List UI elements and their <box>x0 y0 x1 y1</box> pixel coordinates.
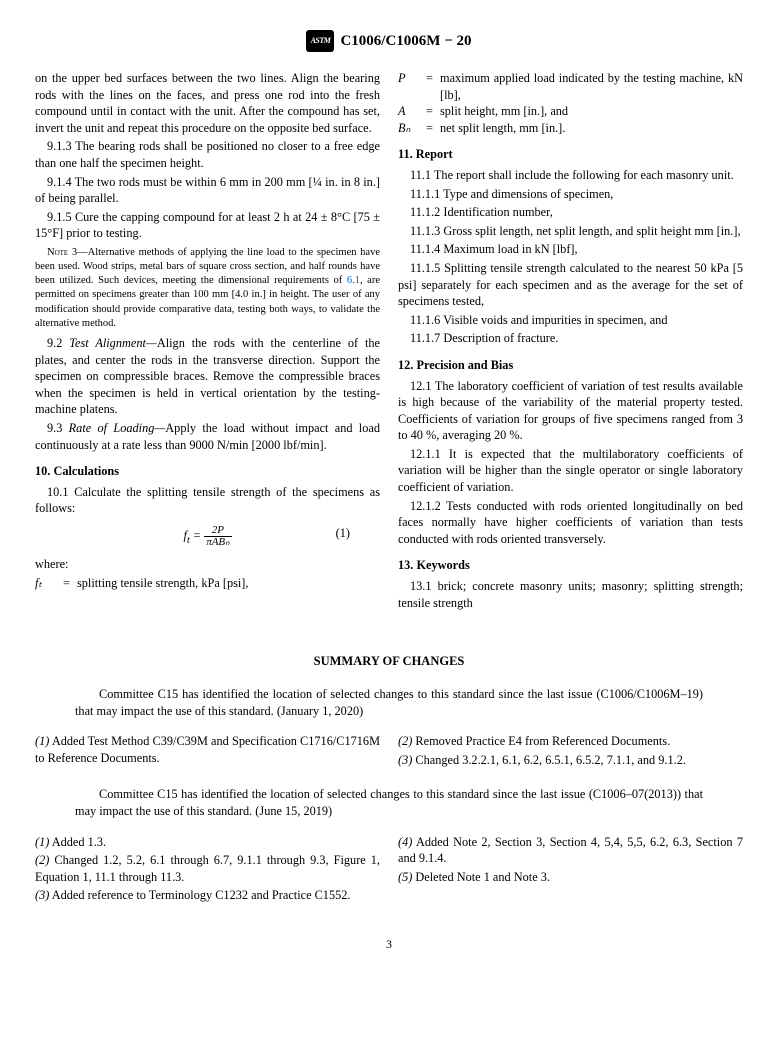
change-2019-4: (4) Added Note 2, Section 3, Section 4, … <box>398 834 743 867</box>
change-2020-1: (1) Added Test Method C39/C39M and Speci… <box>35 733 380 766</box>
section-13-head: 13. Keywords <box>398 557 743 574</box>
para-11-1-6: 11.1.6 Visible voids and impurities in s… <box>398 312 743 329</box>
para-9-3-num: 9.3 <box>47 421 69 435</box>
para-9-1-5: 9.1.5 Cure the capping compound for at l… <box>35 209 380 242</box>
where-a-sym: A <box>398 103 426 120</box>
where-p-sym: P <box>398 70 426 103</box>
eq-denominator: πABₙ <box>204 537 231 548</box>
change-2019-1: (1) Added 1.3. <box>35 834 380 851</box>
where-p: P = maximum applied load indicated by th… <box>398 70 743 103</box>
para-9-3: 9.3 Rate of Loading—Apply the load witho… <box>35 420 380 453</box>
summary-of-changes-title: SUMMARY OF CHANGES <box>35 653 743 670</box>
summary-row-1: (1) Added Test Method C39/C39M and Speci… <box>35 733 743 770</box>
change-2019-3: (3) Added reference to Terminology C1232… <box>35 887 380 904</box>
note-3-text-a: Alternative methods of applying the line… <box>35 247 380 286</box>
note-3: Note 3—Alternative methods of applying t… <box>35 246 380 331</box>
change-2019-1-text: Added 1.3. <box>49 835 106 849</box>
note-3-link[interactable]: 6.1 <box>347 275 360 286</box>
para-12-1-1: 12.1.1 It is expected that the multilabo… <box>398 446 743 496</box>
change-2019-4-text: Added Note 2, Section 3, Section 4, 5,4,… <box>398 835 743 866</box>
change-2019-2: (2) Changed 1.2, 5.2, 6.1 through 6.7, 9… <box>35 852 380 885</box>
where-bn: Bₙ = net split length, mm [in.]. <box>398 120 743 137</box>
section-10-head: 10. Calculations <box>35 463 380 480</box>
change-2019-2-num: (2) <box>35 853 49 867</box>
summary-intro-1: Committee C15 has identified the locatio… <box>75 686 703 719</box>
para-9-2-title: Test Alignment— <box>69 336 157 350</box>
where-p-def: maximum applied load indicated by the te… <box>440 70 743 103</box>
summary-row-2: (1) Added 1.3. (2) Changed 1.2, 5.2, 6.1… <box>35 834 743 906</box>
para-11-1-3: 11.1.3 Gross split length, net split len… <box>398 223 743 240</box>
body-columns: on the upper bed surfaces between the tw… <box>35 70 743 613</box>
para-12-1: 12.1 The laboratory coefficient of varia… <box>398 378 743 444</box>
para-11-1-1: 11.1.1 Type and dimensions of specimen, <box>398 186 743 203</box>
para-9-2-num: 9.2 <box>47 336 69 350</box>
change-2020-3-num: (3) <box>398 753 412 767</box>
para-11-1: 11.1 The report shall include the follow… <box>398 167 743 184</box>
para-11-1-7: 11.1.7 Description of fracture. <box>398 330 743 347</box>
change-2019-5-num: (5) <box>398 870 412 884</box>
change-2020-3-text: Changed 3.2.2.1, 6.1, 6.2, 6.5.1, 6.5.2,… <box>412 753 686 767</box>
where-a-def: split height, mm [in.], and <box>440 103 743 120</box>
change-2019-1-num: (1) <box>35 835 49 849</box>
where-label: where: <box>35 556 380 573</box>
where-a: A = split height, mm [in.], and <box>398 103 743 120</box>
para-10-1: 10.1 Calculate the splitting tensile str… <box>35 484 380 517</box>
where-bn-sym: Bₙ <box>398 120 426 137</box>
change-2020-2: (2) Removed Practice E4 from Referenced … <box>398 733 743 750</box>
page-header: ASTM C1006/C1006M − 20 <box>35 30 743 52</box>
para-9-2: 9.2 Test Alignment—Align the rods with t… <box>35 335 380 418</box>
section-12-head: 12. Precision and Bias <box>398 357 743 374</box>
para-11-1-2: 11.1.2 Identification number, <box>398 204 743 221</box>
note-3-label: Note 3— <box>47 247 88 258</box>
where-ft-sym: fₜ <box>35 575 63 592</box>
page-number: 3 <box>35 936 743 952</box>
where-ft-def: splitting tensile strength, kPa [psi], <box>77 575 380 592</box>
para-9-1-4: 9.1.4 The two rods must be within 6 mm i… <box>35 174 380 207</box>
where-a-eq: = <box>426 103 440 120</box>
change-2019-2-text: Changed 1.2, 5.2, 6.1 through 6.7, 9.1.1… <box>35 853 380 884</box>
para-11-1-4: 11.1.4 Maximum load in kN [lbf], <box>398 241 743 258</box>
where-p-eq: = <box>426 70 440 103</box>
para-9-1-2-cont: on the upper bed surfaces between the tw… <box>35 70 380 136</box>
para-13-1: 13.1 brick; concrete masonry units; maso… <box>398 578 743 611</box>
para-9-1-3: 9.1.3 The bearing rods shall be position… <box>35 138 380 171</box>
section-11-head: 11. Report <box>398 146 743 163</box>
where-bn-def: net split length, mm [in.]. <box>440 120 743 137</box>
change-2019-5: (5) Deleted Note 1 and Note 3. <box>398 869 743 886</box>
para-12-1-2: 12.1.2 Tests conducted with rods oriente… <box>398 498 743 548</box>
change-2020-2-num: (2) <box>398 734 412 748</box>
change-2020-1-num: (1) <box>35 734 49 748</box>
para-9-3-title: Rate of Loading— <box>69 421 166 435</box>
astm-logo-icon: ASTM <box>306 30 334 52</box>
eq-fraction: 2PπABₙ <box>204 525 231 548</box>
change-2019-4-num: (4) <box>398 835 412 849</box>
change-2019-3-text: Added reference to Terminology C1232 and… <box>49 888 350 902</box>
summary-intro-2: Committee C15 has identified the locatio… <box>75 786 703 819</box>
change-2020-2-text: Removed Practice E4 from Referenced Docu… <box>412 734 670 748</box>
equation-1: ft = 2PπABₙ (1) <box>35 525 380 548</box>
para-11-1-5: 11.1.5 Splitting tensile strength calcul… <box>398 260 743 310</box>
designation-text: C1006/C1006M − 20 <box>340 31 471 51</box>
where-bn-eq: = <box>426 120 440 137</box>
change-2020-1-text: Added Test Method C39/C39M and Specifica… <box>35 734 380 765</box>
eq-eq: = <box>190 528 204 542</box>
change-2020-3: (3) Changed 3.2.2.1, 6.1, 6.2, 6.5.1, 6.… <box>398 752 743 769</box>
eq-number: (1) <box>336 525 350 542</box>
change-2019-5-text: Deleted Note 1 and Note 3. <box>412 870 550 884</box>
where-ft-eq: = <box>63 575 77 592</box>
change-2019-3-num: (3) <box>35 888 49 902</box>
where-ft: fₜ = splitting tensile strength, kPa [ps… <box>35 575 380 592</box>
